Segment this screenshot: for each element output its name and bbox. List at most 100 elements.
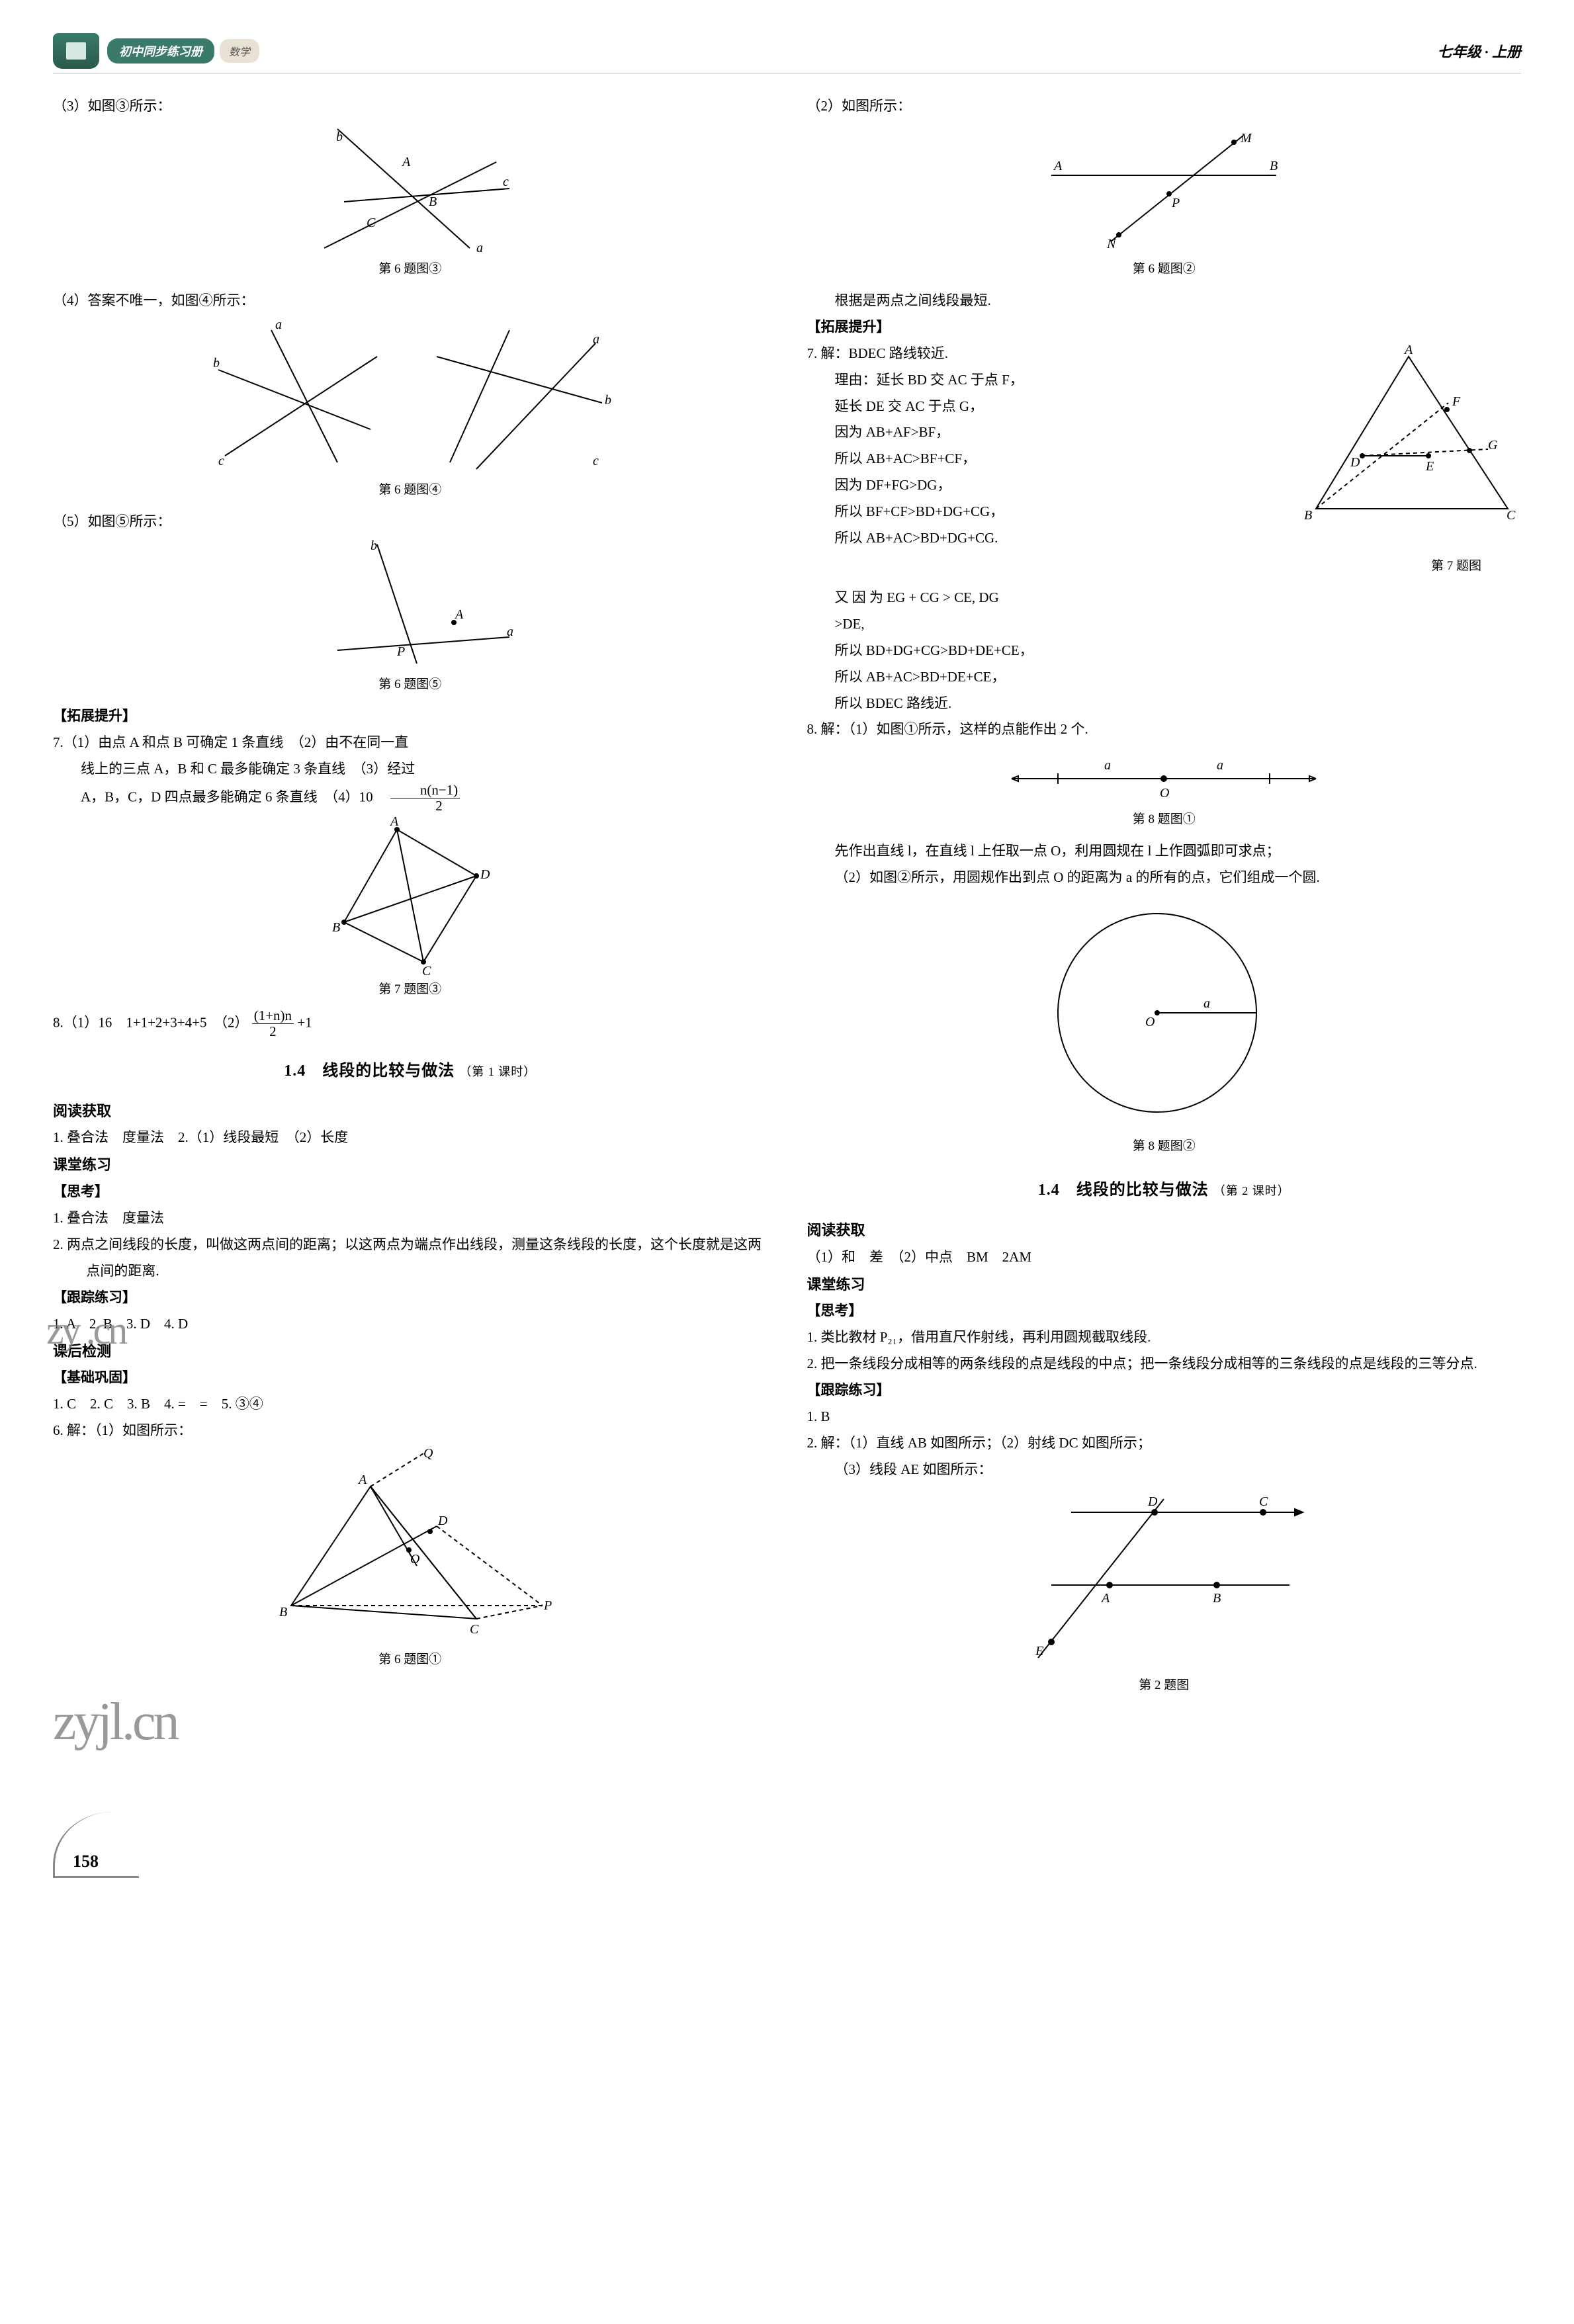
text-line: 1. 类比教材 P₂₁，借用直尺作射线，再利用圆规截取线段.: [807, 1324, 1522, 1351]
text-line: >DE,: [807, 611, 1522, 638]
svg-text:P: P: [543, 1598, 552, 1613]
frac-den: 2: [390, 798, 460, 814]
section-title-text: 1.4 线段的比较与做法: [1038, 1182, 1209, 1199]
svg-text:A: A: [401, 155, 411, 169]
figure-caption: 第 7 题图③: [53, 978, 767, 1002]
svg-text:F: F: [1452, 394, 1461, 409]
subsection-heading: 阅读获取: [807, 1217, 1522, 1244]
page: 初中同步练习册 数学 七年级 · 上册 （3）如图③所示： b A c C B: [0, 0, 1574, 1918]
text-line: （3）如图③所示：: [53, 93, 767, 120]
text-line: （4）答案不唯一，如图④所示：: [53, 288, 767, 314]
figure-caption: 第 8 题图②: [807, 1135, 1522, 1158]
svg-text:a: a: [1217, 758, 1223, 773]
svg-text:B: B: [332, 920, 340, 935]
text-line: 1. 叠合法 度量法: [53, 1205, 767, 1232]
section-bracket: 【思考】: [807, 1298, 1522, 1324]
section-subtitle: （第 1 课时）: [459, 1065, 536, 1078]
figure-caption: 第 6 题图②: [807, 257, 1522, 281]
svg-text:C: C: [470, 1622, 479, 1637]
text-line: （1）和 差 （2）中点 BM 2AM: [807, 1244, 1522, 1271]
text-line: 2. 解：（1）直线 AB 如图所示；（2）射线 DC 如图所示；: [807, 1430, 1522, 1457]
section-title: 1.4 线段的比较与做法 （第 1 课时）: [53, 1056, 767, 1087]
text-line: 所以 BDEC 路线近.: [807, 691, 1522, 717]
svg-text:Q: Q: [423, 1447, 433, 1461]
frac-num: n(n−1): [390, 783, 460, 798]
section-bracket: 【拓展提升】: [807, 314, 1522, 341]
text-line: A，B，C，D 四点最多能确定 6 条直线 （4）10 n(n−1) 2: [53, 783, 767, 814]
figure-6-2: MAB PN: [1025, 122, 1303, 255]
figure-8-1: aaO: [992, 746, 1336, 805]
subsection-heading: 课后检测: [53, 1338, 767, 1365]
figure-6-4: abc abc: [198, 317, 622, 476]
section-title-text: 1.4 线段的比较与做法: [284, 1062, 455, 1080]
figure-7: AF DEG BC: [1296, 343, 1521, 542]
svg-text:E: E: [1035, 1644, 1043, 1658]
svg-text:O: O: [1145, 1015, 1155, 1029]
subject-label: 数学: [220, 39, 259, 63]
text-line: 线上的三点 A，B 和 C 最多能确定 3 条直线 （3）经过: [53, 756, 767, 783]
book-icon: [53, 33, 99, 69]
subsection-heading: 阅读获取: [53, 1097, 767, 1125]
figure-caption: 第 6 题图⑤: [53, 673, 767, 697]
figure-caption: 第 7 题图: [807, 554, 1482, 578]
text-line: 根据是两点之间线段最短.: [807, 288, 1522, 314]
text-line: 所以 BD+DG+CG>BD+DE+CE，: [807, 638, 1522, 664]
frac-den: 2: [252, 1024, 294, 1039]
watermark: zyjl.cn: [53, 1672, 767, 1772]
content-columns: （3）如图③所示： b A c C B a 第 6 题图③ （4）答案不唯一，如…: [53, 93, 1521, 1772]
text-line: 2. 把一条线段分成相等的两条线段的点是线段的中点；把一条线段分成相等的三条线段…: [807, 1351, 1522, 1377]
text-span: 8.（1）16 1+1+2+3+4+5 （2）: [53, 1014, 248, 1030]
svg-text:A: A: [1403, 343, 1413, 357]
text-line: 7.（1）由点 A 和点 B 可确定 1 条直线 （2）由不在同一直: [53, 730, 767, 756]
watermark-area: 1. A 2. B 3. D 4. D 课后检测 zy .cn: [53, 1311, 767, 1365]
svg-text:B: B: [279, 1605, 287, 1619]
figure-caption: 第 6 题图③: [53, 257, 767, 281]
svg-text:a: a: [1203, 996, 1210, 1011]
fraction: (1+n)n 2: [252, 1008, 294, 1039]
text-line: 先作出直线 l，在直线 l 上任取一点 O，利用圆规在 l 上作圆弧即可求点；: [807, 838, 1522, 865]
figure-caption: 第 6 题图④: [53, 478, 767, 502]
svg-text:b: b: [371, 538, 377, 553]
right-column: （2）如图所示： MAB PN 第 6 题图② 根据是两点之间线段最短. 【拓展…: [807, 93, 1522, 1772]
figure-7-3: AD BC: [311, 816, 509, 975]
svg-text:A: A: [357, 1473, 367, 1487]
section-title: 1.4 线段的比较与做法 （第 2 课时）: [807, 1176, 1522, 1206]
svg-text:b: b: [605, 393, 611, 408]
series-title: 初中同步练习册: [107, 38, 214, 64]
text-line: （3）线段 AE 如图所示：: [807, 1457, 1522, 1483]
svg-text:E: E: [1425, 459, 1434, 474]
svg-text:B: B: [1213, 1591, 1221, 1606]
svg-text:c: c: [503, 175, 509, 189]
left-column: （3）如图③所示： b A c C B a 第 6 题图③ （4）答案不唯一，如…: [53, 93, 767, 1772]
text-line: 又 因 为 EG + CG > CE, DG: [807, 585, 1522, 611]
svg-text:A: A: [454, 607, 464, 622]
text-line: 8.（1）16 1+1+2+3+4+5 （2） (1+n)n 2 +1: [53, 1008, 767, 1039]
svg-text:b: b: [213, 356, 220, 370]
svg-text:P: P: [396, 644, 405, 659]
svg-text:B: B: [429, 194, 437, 209]
figure-2: DC AB E: [1012, 1486, 1316, 1671]
header-left: 初中同步练习册 数学: [53, 33, 259, 69]
svg-text:c: c: [593, 454, 599, 468]
page-number: 158: [73, 1852, 99, 1872]
svg-text:D: D: [1147, 1494, 1158, 1509]
subsection-heading: 课堂练习: [53, 1151, 767, 1179]
svg-text:A: A: [1053, 159, 1063, 173]
svg-text:C: C: [1507, 508, 1516, 523]
subsection-heading: 课堂练习: [807, 1271, 1522, 1299]
svg-text:a: a: [275, 318, 282, 332]
svg-text:C: C: [1259, 1494, 1268, 1509]
text-line: 1. C 2. C 3. B 4. = = 5. ③④: [53, 1391, 767, 1418]
section-bracket: 【基础巩固】: [53, 1365, 767, 1391]
svg-text:G: G: [1488, 438, 1498, 452]
text-line: （2）如图所示：: [807, 93, 1522, 120]
figure-8-2: Oa: [1038, 894, 1290, 1132]
svg-text:C: C: [367, 216, 376, 230]
svg-text:B: B: [1304, 508, 1312, 523]
section-bracket: 【思考】: [53, 1179, 767, 1205]
page-header: 初中同步练习册 数学 七年级 · 上册: [53, 26, 1521, 73]
q7-block: AF DEG BC 7. 解：BDEC 路线较近. 理由：延长 BD 交 AC …: [807, 341, 1522, 717]
watermark: zy .cn: [46, 1293, 125, 1368]
svg-text:M: M: [1240, 131, 1252, 146]
svg-text:D: D: [480, 867, 490, 882]
